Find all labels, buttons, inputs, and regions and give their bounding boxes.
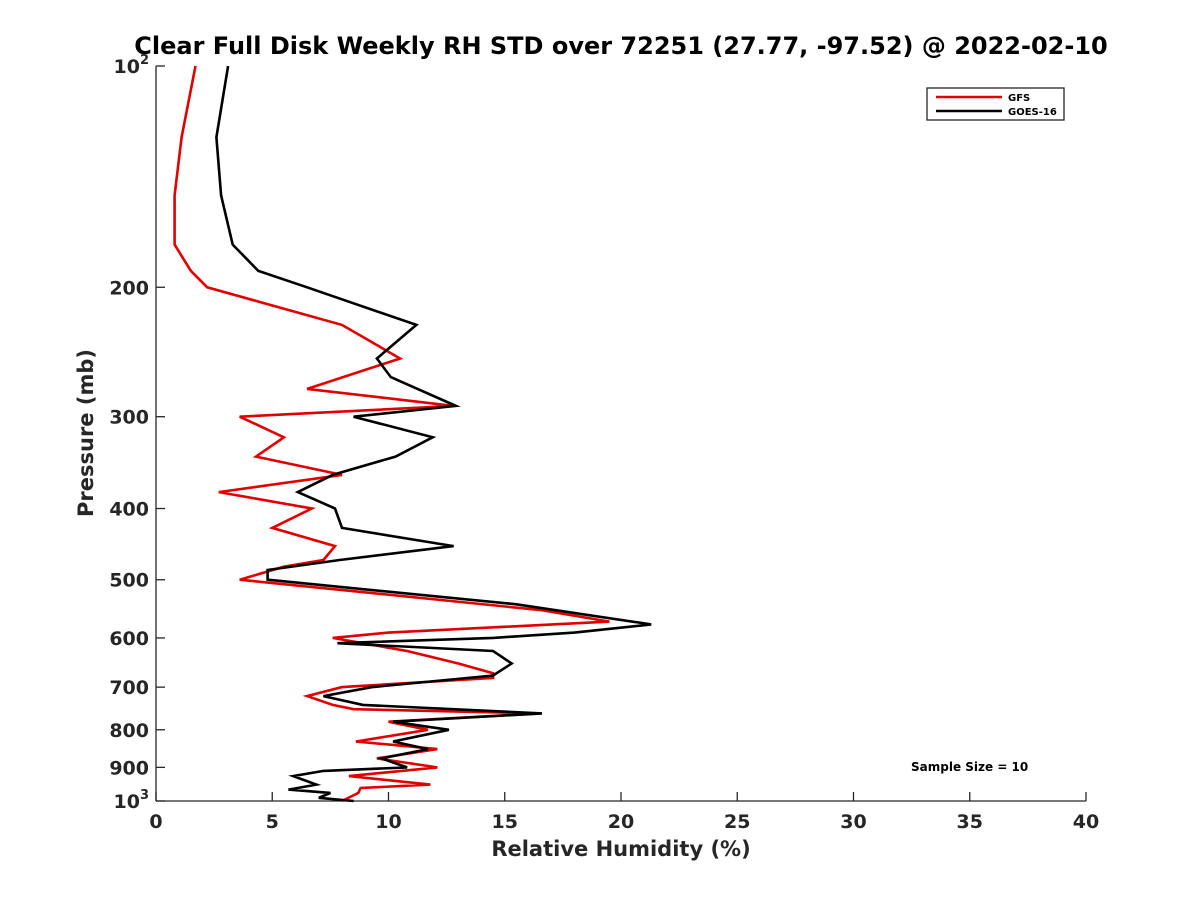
x-tick-label: 15 bbox=[492, 811, 518, 833]
y-ticks: 102 200 300 400 500 600 700 800 900 103 bbox=[109, 53, 165, 813]
y-tick-label: 103 bbox=[114, 788, 150, 813]
legend-goes-16-label: GOES-16 bbox=[1008, 107, 1057, 118]
x-tick-label: 10 bbox=[375, 811, 401, 833]
x-tick-label: 30 bbox=[840, 811, 866, 833]
x-axis-label: Relative Humidity (%) bbox=[491, 837, 750, 861]
y-tick-label: 500 bbox=[109, 570, 149, 592]
x-tick-label: 40 bbox=[1073, 811, 1099, 833]
y-tick-label: 300 bbox=[109, 407, 149, 429]
y-tick-label: 600 bbox=[109, 628, 149, 650]
x-tick-label: 5 bbox=[266, 811, 279, 833]
x-tick-label: 35 bbox=[957, 811, 983, 833]
plot-area: 0 5 10 15 20 25 30 35 40 102 200 300 400 500 600 700 80… bbox=[109, 53, 1099, 833]
series-line-goes-16 bbox=[215, 65, 652, 803]
y-tick-label: 900 bbox=[109, 757, 149, 779]
sample-size-annotation: Sample Size = 10 bbox=[911, 760, 1028, 774]
x-ticks: 0 5 10 15 20 25 30 35 40 bbox=[149, 792, 1099, 833]
series-line-gfs bbox=[173, 65, 610, 803]
y-tick-label: 700 bbox=[109, 677, 149, 699]
chart-title: Clear Full Disk Weekly RH STD over 72251… bbox=[134, 32, 1107, 60]
legend: GFS GOES-16 bbox=[926, 87, 1065, 121]
y-tick-label: 400 bbox=[109, 499, 149, 521]
series-layer bbox=[173, 65, 652, 803]
legend-box bbox=[926, 87, 1065, 121]
y-axis-label: Pressure (mb) bbox=[74, 349, 98, 517]
legend-gfs-label: GFS bbox=[1008, 93, 1030, 104]
x-tick-label: 20 bbox=[608, 811, 634, 833]
x-tick-label: 0 bbox=[149, 811, 162, 833]
y-tick-label: 102 bbox=[114, 53, 150, 78]
y-tick-label: 200 bbox=[109, 277, 149, 299]
y-tick-label: 800 bbox=[109, 720, 149, 742]
x-tick-label: 25 bbox=[724, 811, 750, 833]
